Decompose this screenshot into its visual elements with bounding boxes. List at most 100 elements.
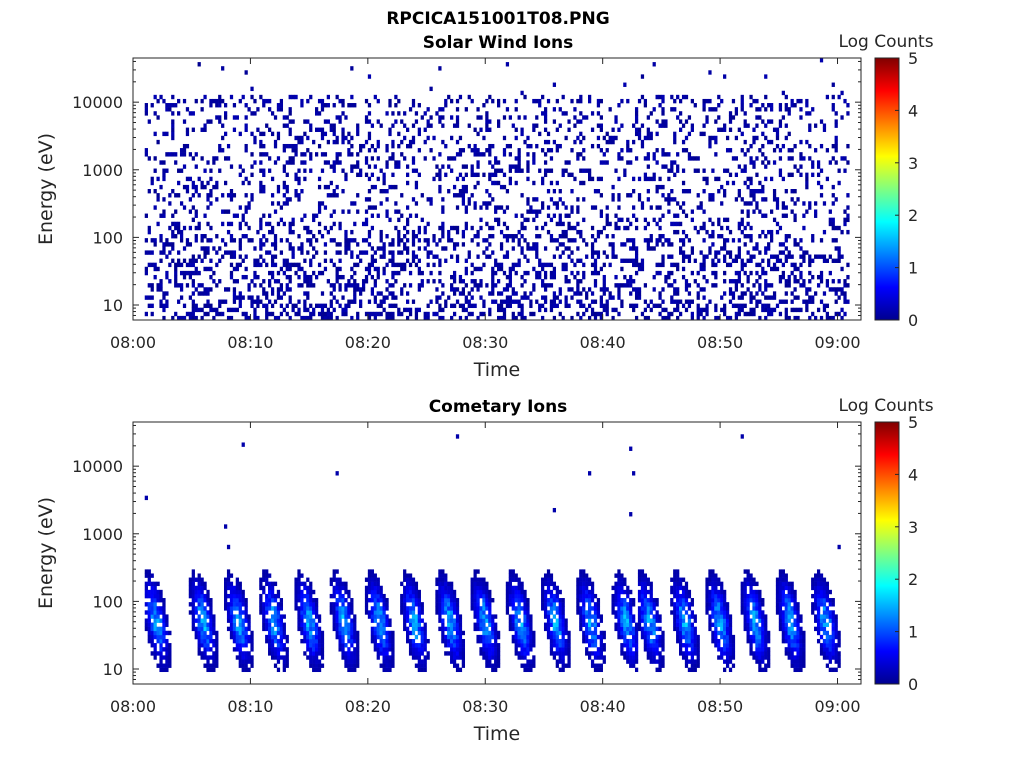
heatmap-cell: [194, 234, 198, 239]
heatmap-cell: [538, 131, 542, 137]
heatmap-cell: [784, 94, 788, 100]
heatmap-cell: [505, 585, 510, 591]
heatmap-cell: [203, 606, 207, 611]
heatmap-cell: [414, 643, 419, 648]
heatmap-cell: [455, 258, 460, 263]
heatmap-cell: [573, 176, 577, 182]
heatmap-cell: [376, 598, 380, 603]
heatmap-cell: [711, 135, 715, 141]
heatmap-cell: [828, 270, 832, 276]
heatmap-cell: [238, 295, 242, 300]
heatmap-cell: [690, 217, 694, 223]
heatmap-cell: [232, 238, 237, 243]
heatmap-cell: [567, 127, 571, 132]
heatmap-cell: [265, 577, 269, 582]
heatmap-cell: [828, 254, 832, 259]
heatmap-cell: [347, 634, 351, 640]
heatmap-cell: [221, 135, 225, 141]
heatmap-cell: [203, 634, 207, 640]
heatmap-cell: [303, 279, 307, 284]
heatmap-cell: [206, 622, 210, 627]
heatmap-cell: [364, 279, 369, 284]
heatmap-cell: [379, 246, 383, 251]
heatmap-cell: [309, 614, 313, 619]
heatmap-cell: [558, 123, 562, 128]
heatmap-cell: [464, 266, 468, 272]
heatmap-cell: [226, 221, 231, 227]
heatmap-cell: [382, 176, 386, 182]
heatmap-cell: [171, 94, 175, 100]
heatmap-cell: [740, 217, 744, 223]
heatmap-cell: [470, 602, 474, 607]
heatmap-cell: [837, 225, 841, 231]
heatmap-cell: [781, 143, 785, 149]
heatmap-cell: [825, 258, 830, 263]
heatmap-cell: [814, 291, 818, 296]
heatmap-cell: [511, 311, 515, 317]
heatmap-cell: [696, 303, 700, 309]
heatmap-cell: [444, 246, 448, 251]
heatmap-cell: [617, 197, 621, 202]
heatmap-cell: [561, 315, 565, 321]
heatmap-cell: [265, 593, 269, 599]
heatmap-cell: [247, 295, 251, 300]
heatmap-cell: [244, 311, 248, 317]
heatmap-cell: [696, 156, 700, 161]
heatmap-cell: [614, 274, 618, 280]
heatmap-cell: [303, 225, 307, 231]
heatmap-cell: [406, 258, 410, 263]
heatmap-cell: [761, 229, 765, 235]
heatmap-cell: [356, 123, 360, 128]
heatmap-cell: [514, 643, 518, 648]
heatmap-cell: [670, 262, 674, 268]
heatmap-cell: [846, 205, 850, 210]
heatmap-cell: [350, 135, 354, 141]
heatmap-cell: [394, 103, 398, 108]
heatmap-cell: [226, 585, 231, 591]
heatmap-cell: [317, 626, 322, 632]
heatmap-cell: [312, 602, 316, 607]
heatmap-cell: [438, 184, 442, 190]
heatmap-cell: [473, 569, 477, 574]
heatmap-cell: [420, 651, 424, 656]
heatmap-cell: [505, 589, 510, 595]
heatmap-cell: [679, 238, 683, 243]
heatmap-cell: [567, 160, 571, 165]
heatmap-cell: [458, 634, 463, 640]
heatmap-cell: [200, 127, 204, 132]
heatmap-cell: [634, 287, 639, 292]
heatmap-cell: [194, 258, 198, 263]
heatmap-cell: [312, 254, 316, 259]
heatmap-cell: [755, 135, 759, 141]
heatmap-cell: [626, 217, 630, 223]
heatmap-cell: [347, 103, 351, 108]
heatmap-cell: [185, 311, 190, 317]
heatmap-cell: [473, 598, 477, 603]
heatmap-cell: [717, 258, 721, 263]
heatmap-cell: [229, 254, 234, 259]
heatmap-cell: [403, 246, 407, 251]
heatmap-cell: [441, 573, 445, 578]
heatmap-cell: [508, 626, 512, 632]
heatmap-cell: [247, 225, 251, 231]
heatmap-cell: [658, 94, 662, 100]
heatmap-cell: [632, 189, 636, 194]
heatmap-cell: [179, 315, 184, 321]
heatmap-cell: [676, 94, 680, 100]
heatmap-cell: [646, 152, 650, 157]
heatmap-cell: [153, 610, 157, 615]
heatmap-cell: [772, 254, 777, 259]
heatmap-cell: [370, 143, 375, 149]
heatmap-cell: [209, 638, 213, 644]
heatmap-cell: [673, 139, 677, 145]
heatmap-cell: [391, 303, 395, 309]
heatmap-cell: [270, 638, 275, 644]
heatmap-cell: [147, 573, 151, 578]
heatmap-cell: [596, 135, 601, 141]
heatmap-cell: [244, 205, 248, 210]
heatmap-cell: [191, 291, 195, 296]
heatmap-cell: [770, 209, 774, 214]
heatmap-cell: [379, 254, 383, 259]
heatmap-cell: [805, 184, 809, 190]
heatmap-cell: [270, 254, 275, 259]
